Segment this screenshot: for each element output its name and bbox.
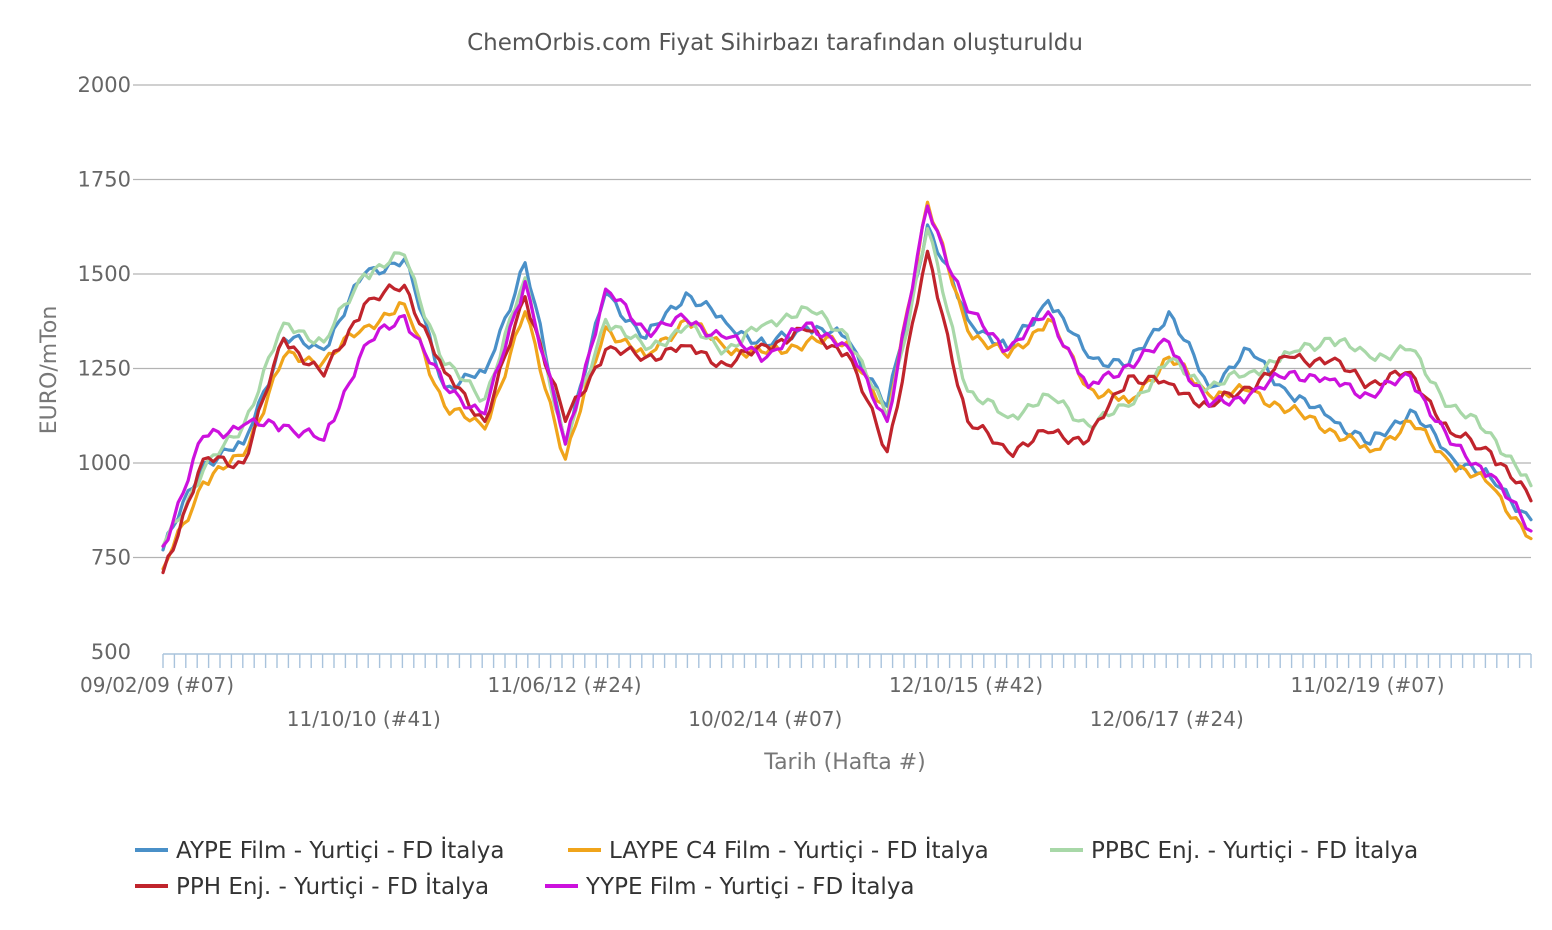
x-tick-label: 09/02/09 (#07) bbox=[80, 673, 234, 697]
x-tick-label: 10/02/14 (#07) bbox=[688, 707, 842, 731]
y-tick-label: 1000 bbox=[78, 451, 131, 475]
x-axis-label: Tarih (Hafta #) bbox=[763, 750, 925, 775]
legend-label: PPH Enj. - Yurtiçi - FD İtalya bbox=[176, 872, 489, 900]
chart-title: ChemOrbis.com Fiyat Sihirbazı tarafından… bbox=[467, 30, 1083, 56]
series-line-4 bbox=[161, 249, 1533, 575]
y-axis-label: EURO/mTon bbox=[37, 306, 62, 435]
legend-label: PPBC Enj. - Yurtiçi - FD İtalya bbox=[1091, 836, 1418, 864]
legend-item[interactable]: PPBC Enj. - Yurtiçi - FD İtalya bbox=[1050, 836, 1418, 864]
series-line-2 bbox=[161, 200, 1533, 571]
legend-label: LAYPE C4 Film - Yurtiçi - FD İtalya bbox=[609, 836, 989, 864]
series-line-3 bbox=[161, 227, 1533, 548]
y-tick-label: 750 bbox=[91, 546, 131, 570]
x-tick-label: 11/10/10 (#41) bbox=[287, 707, 441, 731]
x-axis: 09/02/09 (#07) 11/10/10 (#41) 11/06/12 (#2… bbox=[80, 653, 1532, 731]
y-tick-label: 1750 bbox=[78, 168, 131, 192]
legend-label: YYPE Film - Yurtiçi - FD İtalya bbox=[585, 872, 915, 900]
legend-item[interactable]: AYPE Film - Yurtiçi - FD İtalya bbox=[135, 836, 504, 864]
y-axis-ticks: 2000 1750 1500 1250 1000 750 500 bbox=[78, 73, 131, 664]
y-tick-label: 2000 bbox=[78, 73, 131, 97]
series-line-5 bbox=[161, 204, 1533, 548]
series-lines bbox=[161, 200, 1533, 575]
y-tick-label: 1250 bbox=[78, 357, 131, 381]
y-tick-label: 1500 bbox=[78, 262, 131, 286]
legend-item[interactable]: LAYPE C4 Film - Yurtiçi - FD İtalya bbox=[568, 836, 989, 864]
legend-label: AYPE Film - Yurtiçi - FD İtalya bbox=[176, 836, 504, 864]
x-tick-label: 11/02/19 (#07) bbox=[1291, 673, 1445, 697]
y-tick-label: 500 bbox=[91, 640, 131, 664]
x-tick-label: 12/06/17 (#24) bbox=[1090, 707, 1244, 731]
legend-item[interactable]: PPH Enj. - Yurtiçi - FD İtalya bbox=[135, 872, 489, 900]
x-tick-label: 12/10/15 (#42) bbox=[889, 673, 1043, 697]
legend: AYPE Film - Yurtiçi - FD İtalya LAYPE C4 … bbox=[135, 836, 1418, 900]
grid-lines bbox=[133, 84, 1531, 559]
legend-item[interactable]: YYPE Film - Yurtiçi - FD İtalya bbox=[545, 872, 915, 900]
x-tick-label: 11/06/12 (#24) bbox=[488, 673, 642, 697]
